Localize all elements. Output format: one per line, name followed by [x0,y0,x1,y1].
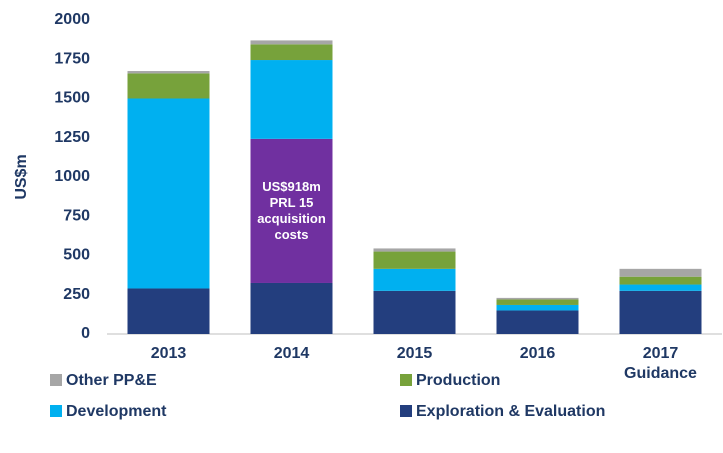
x-tick-label: 2014 [273,345,310,362]
legend-swatch [400,374,412,386]
bar-segment [250,138,333,283]
bar-segment [250,60,333,139]
legend-label: Production [416,372,500,389]
legend-swatch [400,405,412,417]
y-tick-label: 500 [63,247,90,264]
bar-segment [619,284,702,291]
x-tick-label: 2013 [150,345,187,362]
bar-segment [373,248,456,252]
bar-segment [373,290,456,334]
y-axis-label: US$m [13,154,30,199]
bar-segment [373,268,456,291]
y-tick-label: 750 [63,207,90,224]
legend-swatch [50,374,62,386]
y-tick-label: 250 [63,286,90,303]
legend-swatch [50,405,62,417]
bar-segment [127,288,210,334]
bar-segment [496,299,579,305]
y-tick-label: 1500 [54,90,90,107]
bar-segment [373,251,456,269]
y-tick-label: 2000 [54,11,90,28]
bar-segment [619,268,702,277]
bar-segment [250,40,333,45]
bar-segment [496,304,579,311]
legend-label: Exploration & Evaluation [416,403,605,420]
bar-segment [496,297,579,300]
bar-segment [619,276,702,285]
bar-segment [250,44,333,61]
bar-segment [619,290,702,334]
y-tick-label: 1750 [54,50,90,67]
bar-segment [127,71,210,74]
x-tick-label: 2017 Guidance [624,345,697,382]
bar-segment [496,310,579,334]
bar-segment [127,98,210,289]
annotation: US$918m PRL 15 acquisition costs [257,178,326,242]
bar-segment [250,282,333,334]
y-tick-label: 0 [81,325,90,342]
bar-segment [127,73,210,99]
x-tick-label: 2016 [519,345,556,362]
legend-label: Other PP&E [66,372,157,389]
y-tick-label: 1000 [54,168,90,185]
legend-label: Development [66,403,167,420]
y-tick-label: 1250 [54,129,90,146]
x-tick-label: 2015 [396,345,433,362]
